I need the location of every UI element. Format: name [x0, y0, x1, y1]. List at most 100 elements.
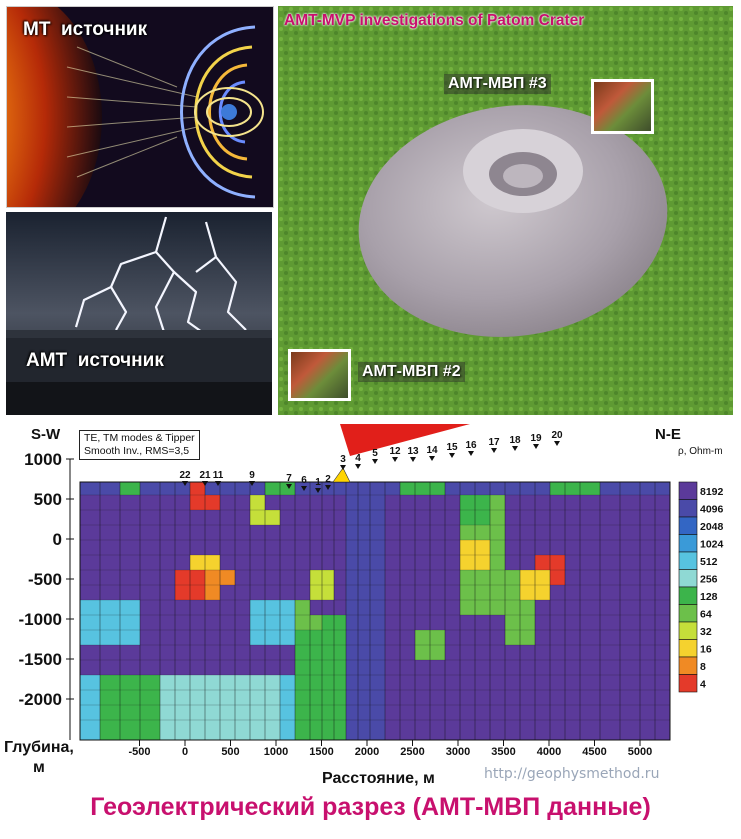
resistivity-cell: [322, 720, 334, 740]
station-label: 7: [286, 473, 292, 484]
resistivity-cell: [490, 540, 505, 555]
resistivity-cell: [385, 675, 400, 690]
resistivity-cell: [120, 600, 140, 615]
legend-value: 16: [700, 643, 712, 655]
resistivity-cell: [550, 600, 565, 615]
resistivity-cell: [310, 690, 322, 705]
resistivity-cell: [295, 660, 310, 675]
resistivity-cell: [400, 585, 415, 600]
resistivity-cell: [205, 495, 220, 510]
resistivity-cell: [620, 600, 640, 615]
resistivity-cell: [415, 645, 430, 660]
station-marker: [533, 444, 539, 449]
resistivity-cell: [565, 525, 580, 540]
resistivity-cell: [430, 510, 445, 525]
resistivity-cell: [640, 675, 655, 690]
resistivity-cell: [580, 482, 600, 495]
station-marker: [392, 457, 398, 462]
resistivity-cells: [80, 482, 670, 740]
depth-axis-title-line1: Глубина,: [4, 739, 74, 756]
resistivity-cell: [100, 720, 120, 740]
resistivity-cell: [334, 690, 346, 705]
station-marker: [554, 441, 560, 446]
legend-swatch: [678, 569, 698, 588]
station-label: 21: [199, 470, 211, 481]
resistivity-cell: [80, 540, 100, 555]
distance-tick-label: 500: [221, 746, 239, 758]
resistivity-cell: [565, 495, 580, 510]
resistivity-cell: [280, 630, 295, 645]
mt-source-label: MT источник: [23, 19, 148, 40]
depth-tick-label: -1000: [19, 610, 62, 629]
resistivity-cell: [415, 705, 430, 720]
resistivity-cell: [535, 555, 550, 570]
resistivity-cell: [295, 540, 310, 555]
resistivity-cell: [370, 555, 385, 570]
resistivity-cell: [322, 555, 334, 570]
resistivity-cell: [490, 615, 505, 630]
resistivity-cell: [190, 525, 205, 540]
resistivity-cell: [490, 525, 505, 540]
resistivity-cell: [430, 600, 445, 615]
resistivity-cell: [520, 510, 535, 525]
depth-tick-label: -2000: [19, 690, 62, 709]
resistivity-cell: [358, 615, 370, 630]
resistivity-cell: [655, 482, 670, 495]
resistivity-cell: [358, 585, 370, 600]
resistivity-cell: [385, 555, 400, 570]
resistivity-cell: [580, 660, 600, 675]
geoelectric-section: 1000 500 0 -500 -1000 -1500 -2000 -500 0 500 1000…: [0, 420, 741, 790]
resistivity-cell: [220, 615, 235, 630]
resistivity-cell: [400, 645, 415, 660]
resistivity-cell: [358, 645, 370, 660]
resistivity-cell: [430, 495, 445, 510]
resistivity-cell: [322, 510, 334, 525]
resistivity-cell: [385, 645, 400, 660]
resistivity-cell: [505, 540, 520, 555]
resistivity-cell: [175, 705, 190, 720]
resistivity-cell: [535, 615, 550, 630]
resistivity-cell: [580, 615, 600, 630]
station-label: 15: [446, 442, 458, 453]
resistivity-cell: [250, 570, 265, 585]
station-label: 14: [426, 445, 438, 456]
resistivity-cell: [600, 675, 620, 690]
resistivity-cell: [600, 615, 620, 630]
distance-tick-label: 0: [182, 746, 188, 758]
resistivity-cell: [280, 525, 295, 540]
resistivity-cell: [205, 555, 220, 570]
resistivity-cell: [220, 482, 235, 495]
resistivity-cell: [520, 615, 535, 630]
resistivity-cell: [565, 540, 580, 555]
resistivity-cell: [235, 675, 250, 690]
resistivity-cell: [140, 720, 160, 740]
resistivity-cell: [334, 660, 346, 675]
resistivity-cell: [475, 525, 490, 540]
resistivity-cell: [334, 525, 346, 540]
resistivity-cell: [80, 690, 100, 705]
resistivity-cell: [385, 660, 400, 675]
resistivity-cell: [334, 600, 346, 615]
station-label: 16: [465, 440, 477, 451]
resistivity-cell: [160, 600, 175, 615]
resistivity-cell: [235, 690, 250, 705]
resistivity-cell: [250, 645, 265, 660]
station-label: 9: [249, 470, 255, 481]
station-marker: [372, 459, 378, 464]
resistivity-cell: [100, 495, 120, 510]
resistivity-cell: [445, 525, 460, 540]
resistivity-cell: [250, 495, 265, 510]
resistivity-cell: [445, 482, 460, 495]
resistivity-cell: [190, 660, 205, 675]
resistivity-cell: [620, 525, 640, 540]
resistivity-cell: [310, 600, 322, 615]
resistivity-cell: [265, 540, 280, 555]
resistivity-cell: [370, 660, 385, 675]
depth-tick-label: -500: [28, 570, 62, 589]
resistivity-cell: [280, 675, 295, 690]
resistivity-cell: [445, 585, 460, 600]
resistivity-cell: [535, 675, 550, 690]
resistivity-cell: [385, 495, 400, 510]
resistivity-cell: [640, 525, 655, 540]
